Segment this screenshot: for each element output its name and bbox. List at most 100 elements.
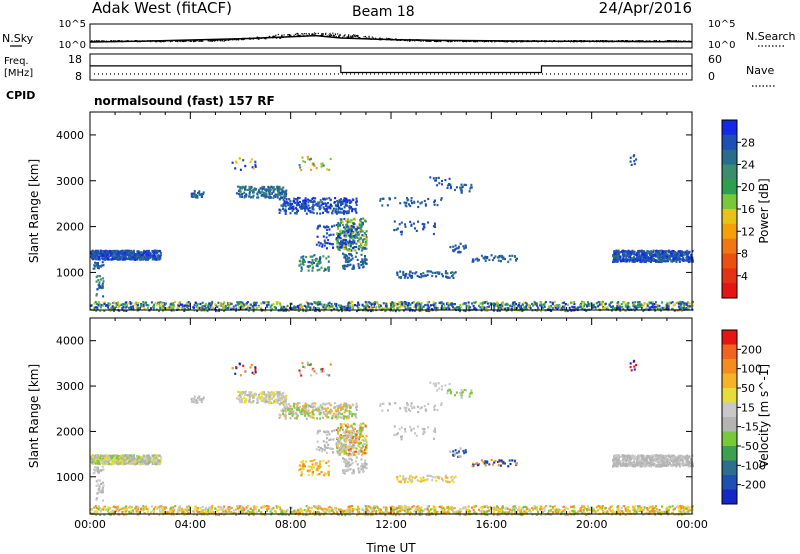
power-cell [415, 271, 418, 274]
power-cell [417, 307, 420, 310]
power-cell [450, 304, 453, 307]
power-cell [348, 206, 351, 209]
power-cell [363, 261, 366, 264]
power-cell [454, 307, 457, 310]
power-cell [261, 185, 264, 188]
power-cell [448, 276, 451, 279]
power-cell [511, 302, 514, 306]
power-cell [142, 304, 145, 308]
power-cell [356, 233, 359, 237]
power-cell [633, 160, 636, 163]
power-cell [198, 307, 201, 310]
power-cell [166, 307, 169, 310]
power-cell [125, 249, 128, 253]
power-cell [127, 254, 130, 257]
power-cell [338, 201, 340, 204]
power-cell [557, 306, 560, 309]
power-cell [678, 260, 681, 263]
power-cell [472, 259, 475, 262]
power-cell [633, 162, 636, 166]
power-cell [655, 306, 658, 309]
noise-point [355, 35, 358, 37]
power-cell [356, 226, 359, 229]
power-cell [654, 249, 657, 252]
power-cell [258, 190, 261, 193]
power-cell [301, 306, 304, 309]
power-cell [358, 306, 360, 310]
power-cell [354, 207, 357, 210]
power-cell [630, 257, 633, 260]
power-cell [92, 267, 95, 270]
power-cell [203, 305, 206, 308]
power-cell [107, 302, 110, 305]
power-cell [622, 249, 625, 252]
power-cell [410, 199, 413, 202]
power-cell [563, 307, 566, 310]
power-cell [671, 250, 674, 253]
power-cell [634, 301, 637, 304]
power-cell [248, 309, 250, 312]
power-cell [452, 245, 455, 248]
power-cell [623, 254, 626, 257]
power-cell [513, 305, 516, 308]
power-cell [372, 304, 374, 308]
power-cell [305, 198, 308, 202]
noise-point [655, 40, 657, 42]
noise-point [672, 40, 674, 42]
power-cell [159, 251, 162, 254]
power-cell [619, 255, 622, 258]
power-cell [326, 242, 329, 245]
power-colorbar-swatch [722, 238, 737, 254]
power-cell [203, 308, 206, 311]
noise-point [311, 33, 313, 35]
power-cell [192, 306, 195, 309]
power-cell [579, 305, 582, 308]
power-cell [255, 301, 258, 304]
velocity-cell [142, 458, 144, 461]
power-cell [325, 247, 328, 250]
power-cell [140, 251, 143, 254]
power-cell [434, 271, 437, 274]
power-cell [172, 306, 175, 309]
power-cell [665, 307, 668, 310]
power-cell [399, 230, 402, 233]
freq-left-tick-top: 18 [68, 53, 82, 66]
noise-point [332, 32, 334, 34]
power-cell [632, 259, 635, 262]
power-cell [543, 305, 546, 308]
power-cell [665, 304, 668, 307]
power-cell [260, 306, 263, 310]
power-cell [329, 199, 332, 202]
power-cell [294, 212, 297, 215]
power-cell [677, 301, 680, 304]
power-cell [317, 201, 320, 204]
power-cell [265, 190, 268, 193]
power-cell [449, 187, 452, 190]
power-cell [688, 257, 691, 260]
power-cell [344, 307, 347, 310]
power-cell [355, 200, 358, 203]
power-cell [636, 259, 639, 262]
power-cell [193, 304, 196, 307]
power-cell [459, 307, 461, 310]
power-cell [588, 304, 591, 307]
velocity-cell [100, 459, 103, 462]
power-cell [653, 253, 656, 256]
power-cell [97, 284, 100, 287]
power-cell [159, 257, 162, 260]
power-cell [419, 202, 422, 205]
power-cell [353, 246, 356, 249]
power-cell [196, 194, 199, 198]
power-cell [254, 165, 257, 168]
power-cell [263, 302, 266, 305]
power-cell [142, 251, 145, 254]
power-cell [264, 188, 267, 191]
power-cell [579, 302, 582, 305]
power-colorbar-tick-label: 28 [741, 136, 755, 149]
power-cell [161, 306, 164, 309]
power-cell [114, 305, 117, 308]
power-cell [302, 258, 305, 261]
power-cell [346, 240, 349, 243]
power-colorbar-swatch [722, 149, 737, 165]
power-cell [526, 303, 529, 306]
